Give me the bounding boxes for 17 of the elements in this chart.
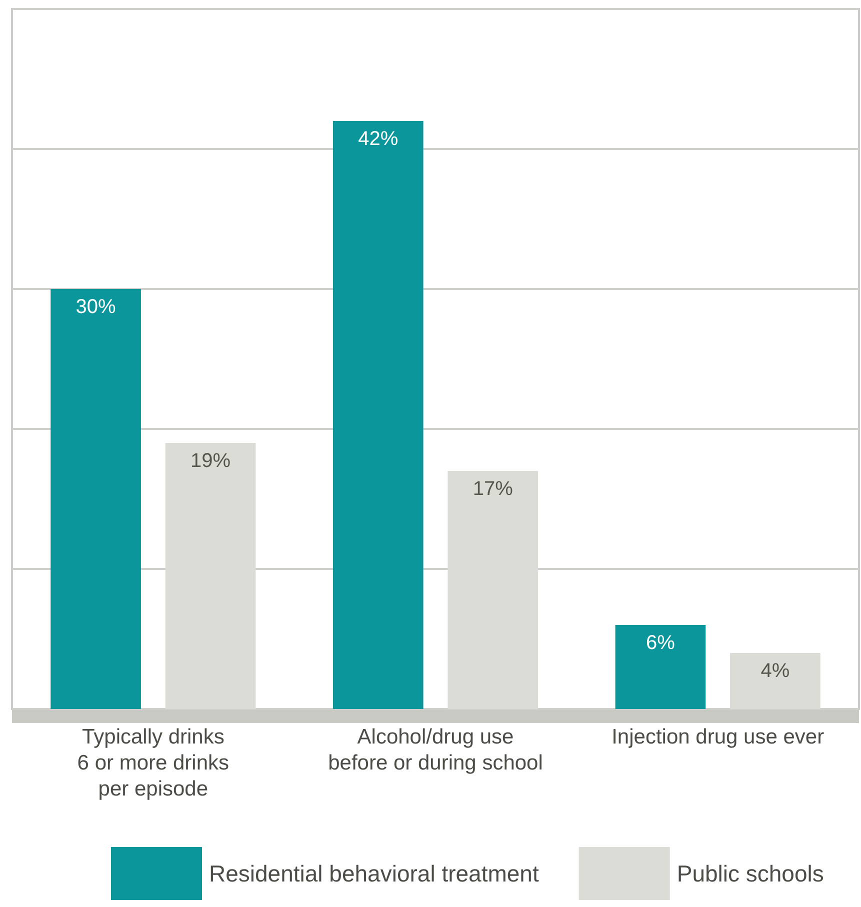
bar — [50, 289, 141, 709]
bar — [332, 121, 424, 709]
bar — [615, 625, 706, 709]
data-label: 42% — [358, 128, 398, 150]
data-label: 6% — [646, 632, 676, 654]
bar — [730, 653, 820, 709]
data-label: 4% — [760, 660, 790, 682]
bar — [448, 471, 538, 709]
x-tick-label: Alcohol/drug use before or during school — [328, 726, 543, 774]
x-tick-label: Typically drinks 6 or more drinks per episode — [77, 726, 230, 800]
legend-label: Public schools — [676, 860, 824, 886]
legend-label: Residential behavioral treatment — [209, 860, 540, 886]
x-tick-label: Injection drug use ever — [612, 726, 824, 748]
data-label: 17% — [472, 478, 514, 500]
data-label: 19% — [190, 450, 231, 472]
data-label: 30% — [76, 296, 116, 318]
bar — [165, 443, 256, 709]
